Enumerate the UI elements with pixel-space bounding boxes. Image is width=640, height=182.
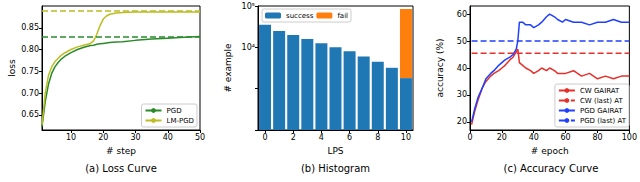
svg-text:40: 40 (529, 133, 539, 142)
svg-text:PGD (last) AT: PGD (last) AT (580, 117, 627, 125)
svg-text:0.85: 0.85 (21, 23, 39, 32)
svg-text:60: 60 (457, 10, 467, 19)
svg-text:(b) Histogram: (b) Histogram (301, 163, 370, 174)
svg-text:(c) Accuracy Curve: (c) Accuracy Curve (504, 163, 599, 174)
svg-text:4: 4 (319, 133, 324, 142)
svg-text:PGD GAIRAT: PGD GAIRAT (580, 107, 623, 115)
svg-text:40: 40 (163, 133, 173, 142)
svg-text:50: 50 (195, 133, 205, 142)
svg-text:0.80: 0.80 (21, 45, 39, 54)
svg-text:40: 40 (457, 64, 467, 73)
svg-text:10: 10 (66, 133, 76, 142)
svg-text:10⁵: 10⁵ (242, 2, 255, 11)
svg-text:0.75: 0.75 (21, 67, 39, 76)
svg-text:30: 30 (457, 90, 467, 99)
svg-text:80: 80 (592, 133, 602, 142)
svg-text:fail: fail (337, 12, 348, 20)
svg-text:10: 10 (401, 133, 411, 142)
svg-text:6: 6 (347, 133, 352, 142)
svg-text:60: 60 (561, 133, 571, 142)
svg-text:CW GAIRAT: CW GAIRAT (580, 87, 620, 95)
svg-text:20: 20 (98, 133, 108, 142)
svg-text:accuracy (%): accuracy (%) (435, 38, 445, 97)
svg-text:0: 0 (262, 133, 267, 142)
svg-text:PGD: PGD (166, 107, 181, 115)
svg-text:30: 30 (130, 133, 140, 142)
svg-text:0.65: 0.65 (21, 110, 39, 119)
svg-text:100: 100 (622, 133, 637, 142)
svg-text:50: 50 (457, 37, 467, 46)
svg-text:0: 0 (467, 133, 472, 142)
svg-text:2: 2 (291, 133, 296, 142)
svg-text:CW (last) AT: CW (last) AT (580, 97, 624, 105)
svg-text:0.70: 0.70 (21, 89, 39, 98)
svg-text:loss: loss (7, 59, 17, 77)
svg-text:(a) Loss Curve: (a) Loss Curve (85, 163, 157, 174)
svg-text:20: 20 (497, 133, 507, 142)
svg-text:20: 20 (457, 117, 467, 126)
svg-text:LPS: LPS (327, 146, 343, 156)
svg-text:10⁴: 10⁴ (242, 43, 255, 52)
svg-text:8: 8 (375, 133, 380, 142)
svg-text:# example: # example (223, 43, 233, 93)
svg-text:success: success (286, 12, 314, 20)
svg-text:LM-PGD: LM-PGD (166, 117, 194, 125)
svg-text:# step: # step (106, 146, 136, 156)
svg-text:# epoch: # epoch (531, 146, 569, 156)
